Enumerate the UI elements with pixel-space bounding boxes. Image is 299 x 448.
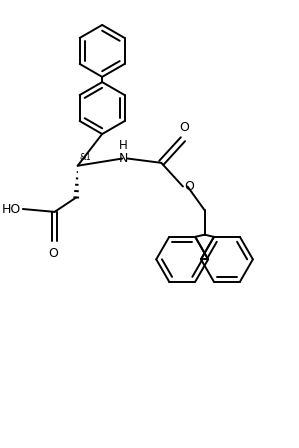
Text: HO: HO: [2, 202, 22, 215]
Text: O: O: [184, 180, 194, 193]
Text: O: O: [179, 121, 189, 134]
Text: O: O: [48, 247, 58, 260]
Text: H: H: [119, 139, 128, 152]
Text: &1: &1: [80, 153, 92, 162]
Text: N: N: [118, 152, 128, 165]
